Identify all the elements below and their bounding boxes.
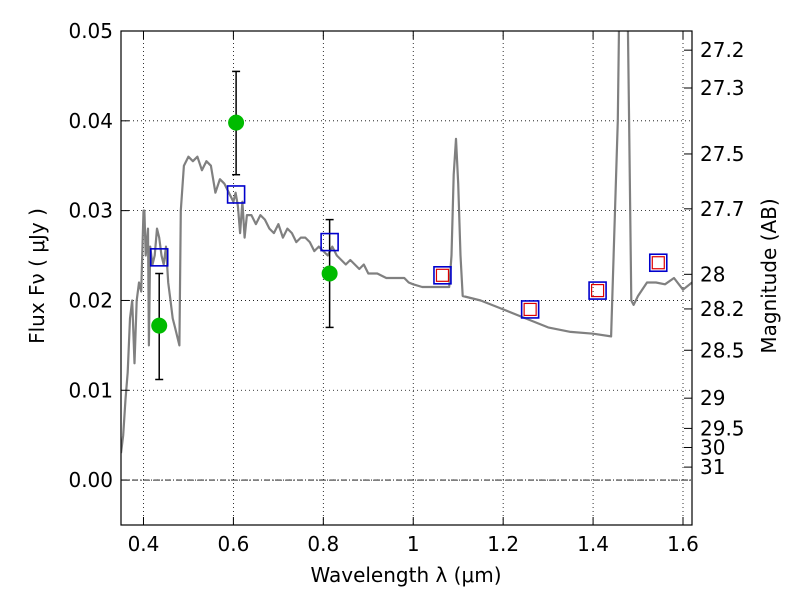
magnitude-tick-label: 31 — [700, 455, 725, 479]
model-photometry-square — [149, 248, 169, 267]
grid-lines — [121, 30, 692, 525]
plot-frame — [120, 30, 693, 526]
x-tick-label: 1.6 — [667, 532, 699, 556]
x-tick-label: 0.6 — [217, 532, 249, 556]
model-photometry-inner-square — [590, 283, 605, 298]
y-tick-label: 0.00 — [68, 468, 113, 492]
model-sed-layer — [121, 31, 692, 454]
x-tick-label: 0.8 — [307, 532, 339, 556]
y-tick-label: 0.04 — [68, 109, 113, 133]
magnitude-tick-label: 28 — [700, 262, 725, 286]
x-tick-label: 0.4 — [128, 532, 160, 556]
model-photometry-inner-square — [523, 302, 537, 317]
model-photometry-square — [520, 300, 540, 319]
x-tick-label: 1.4 — [577, 532, 609, 556]
magnitude-axis-title: Magnitude (AB) — [757, 198, 781, 353]
tick-marks — [121, 30, 692, 525]
magnitude-tick-label: 28.5 — [700, 338, 745, 362]
magnitude-tick-label: 28.2 — [700, 297, 745, 321]
observed-point — [228, 114, 245, 131]
y-tick-label: 0.01 — [68, 378, 113, 402]
y-tick-labels: 0.00 0.01 0.02 0.03 0.04 0.05 — [68, 19, 113, 492]
observed-point — [321, 265, 338, 282]
y-axis-title: Flux Fν ( μJy ) — [25, 208, 49, 344]
magnitude-tick-label: 29 — [700, 386, 725, 410]
magnitude-tick-label: 27.3 — [700, 76, 745, 100]
y-tick-label: 0.02 — [68, 288, 113, 312]
model-photometry-square — [648, 253, 668, 273]
observed-points-layer — [151, 114, 338, 334]
model-photometry-inner-square — [651, 256, 665, 270]
x-tick-label: 1 — [407, 532, 420, 556]
magnitude-tick-label: 30 — [700, 435, 725, 459]
magnitude-tick-label: 27.2 — [700, 38, 745, 62]
model-photometry-square — [226, 185, 246, 204]
x-axis-title: Wavelength λ (μm) — [310, 563, 501, 587]
observed-point — [151, 317, 168, 334]
magnitude-tick-label: 29.5 — [700, 416, 745, 440]
y-tick-label: 0.03 — [68, 199, 113, 223]
model-photometry-layer — [149, 185, 668, 319]
model-photometry-square — [320, 232, 339, 252]
data-layer — [121, 31, 692, 454]
magnitude-tick-label: 27.5 — [700, 142, 745, 166]
y-tick-label: 0.05 — [68, 19, 113, 43]
model-sed-line — [121, 31, 692, 454]
magnitude-tick-label: 27.7 — [700, 197, 745, 221]
model-photometry-inner-square — [435, 268, 450, 282]
x-tick-label: 1.2 — [487, 532, 519, 556]
model-photometry-square — [588, 281, 607, 300]
model-photometry-square — [433, 266, 452, 285]
x-tick-labels: 0.4 0.6 0.8 1 1.2 1.4 1.6 — [128, 532, 699, 556]
